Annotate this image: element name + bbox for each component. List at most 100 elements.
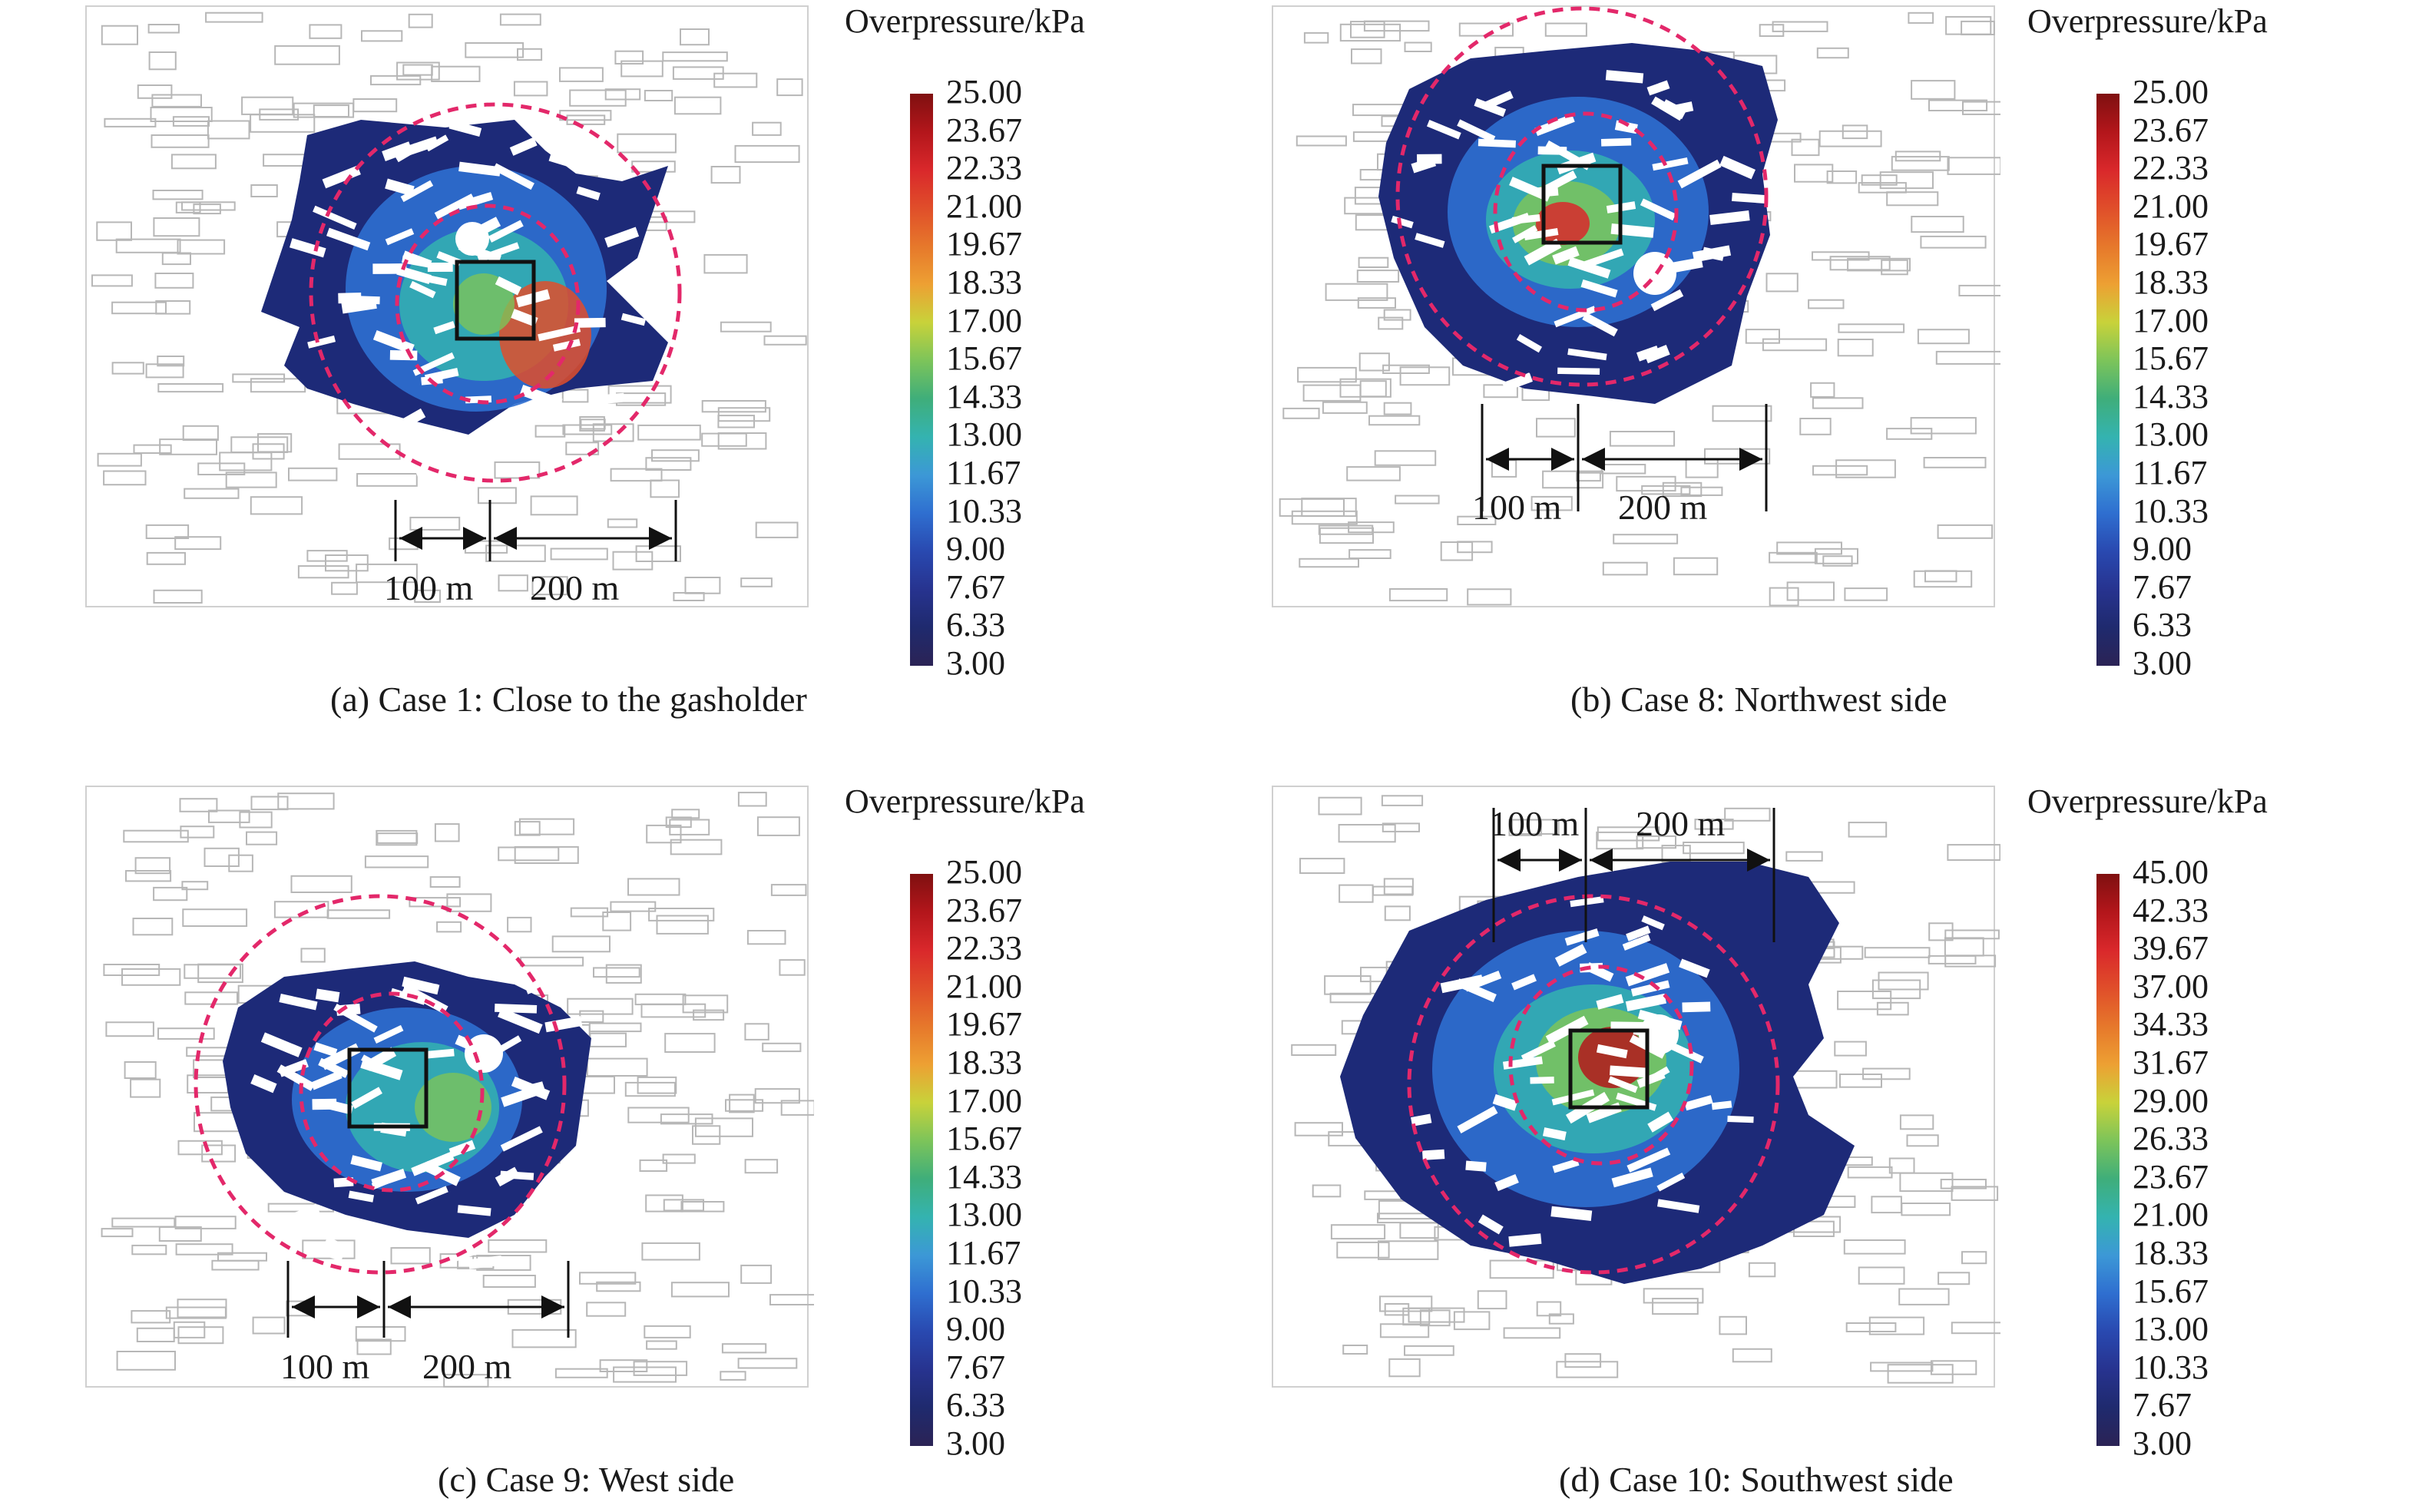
- building-block: [318, 1057, 349, 1078]
- building-outline: [725, 1099, 764, 1112]
- building-outline: [593, 967, 640, 978]
- building-block: [341, 298, 377, 314]
- building-outline: [1453, 1311, 1491, 1331]
- building-outline: [228, 854, 253, 872]
- building-outline: [134, 857, 171, 875]
- building-block: [1550, 1206, 1593, 1222]
- building-block: [1656, 1172, 1686, 1192]
- building-outline: [1297, 366, 1357, 383]
- building-block: [373, 1024, 404, 1044]
- building-block: [1651, 96, 1685, 121]
- building-outline: [517, 48, 543, 61]
- building-block: [312, 1098, 337, 1110]
- building-outline: [651, 449, 700, 462]
- building-outline: [566, 114, 606, 125]
- building-outline: [431, 65, 481, 82]
- building-block: [495, 276, 522, 296]
- map-b: 100 m 200 m: [1272, 5, 2000, 607]
- building-outline: [155, 300, 191, 315]
- building-outline: [211, 1259, 260, 1271]
- building-block: [1478, 1214, 1504, 1235]
- building-block: [313, 205, 357, 230]
- building-outline: [153, 886, 188, 902]
- building-block: [1557, 367, 1600, 375]
- building-outline: [1643, 1288, 1704, 1304]
- building-block: [402, 984, 448, 1014]
- building-outline: [1652, 1298, 1699, 1315]
- building-outline: [744, 1159, 779, 1174]
- building-outline: [1829, 256, 1891, 271]
- building-block: [1426, 120, 1461, 140]
- building-outline: [1299, 858, 1345, 874]
- building-outline: [1616, 475, 1676, 492]
- building-outline: [1937, 524, 1994, 539]
- building-block: [402, 976, 440, 995]
- building-outline: [1947, 157, 2000, 175]
- building-block: [1709, 210, 1750, 226]
- building-outline: [1457, 541, 1493, 554]
- colorbar-tick-label: 31.67: [2133, 1044, 2209, 1081]
- building-outline: [91, 274, 133, 287]
- panel-b: 100 m 200 m Overpressure/kPa 25.00 23.67 2…: [1210, 0, 2419, 756]
- building-outline: [646, 824, 682, 844]
- building-outline: [1536, 418, 1576, 438]
- building-outline: [201, 1144, 237, 1163]
- building-outline: [1845, 1322, 1897, 1332]
- building-block: [492, 163, 534, 190]
- colorbar-tick-label: 14.33: [2133, 377, 2209, 415]
- building-outline: [1732, 1348, 1772, 1363]
- building-outline: [1847, 257, 1911, 272]
- building-outline: [1858, 1266, 1905, 1285]
- building-outline: [182, 908, 248, 927]
- building-outline: [273, 901, 329, 918]
- building-outline: [436, 921, 462, 933]
- panel-d: 100 m 200 m Overpressure/kPa 45.00 42.33 3…: [1210, 768, 2419, 1512]
- building-outline: [1876, 1001, 1909, 1016]
- building-outline: [1597, 826, 1660, 842]
- building-outline: [207, 120, 250, 140]
- building-outline: [692, 1125, 721, 1145]
- colorbar-tick-label: 17.00: [946, 1081, 1022, 1120]
- colorbar-tick-label: 3.00: [946, 644, 1005, 682]
- colorbar-tick-label: 3.00: [946, 1424, 1005, 1462]
- building-block: [1637, 1009, 1683, 1031]
- building-block: [348, 1190, 375, 1203]
- building-block: [1552, 246, 1580, 265]
- building-outline: [396, 61, 440, 81]
- building-outline: [1530, 495, 1573, 511]
- building-outline: [1322, 401, 1368, 414]
- building-outline: [409, 897, 462, 908]
- building-outline: [776, 78, 803, 97]
- building-block: [409, 280, 436, 299]
- building-outline: [1785, 851, 1823, 862]
- colorbar-b: [2096, 94, 2120, 666]
- building-outline: [1279, 498, 1345, 517]
- building-outline: [151, 134, 210, 148]
- colorbar-tick-label: 6.33: [2133, 606, 2192, 644]
- building-block: [1545, 1015, 1589, 1045]
- building-outline: [1359, 380, 1387, 398]
- building-outline: [1542, 470, 1604, 489]
- building-outline: [153, 589, 203, 604]
- building-outline: [179, 798, 218, 812]
- building-outline: [356, 563, 418, 584]
- building-outline: [1368, 415, 1421, 426]
- building-block: [1719, 155, 1756, 180]
- building-block: [453, 1245, 486, 1262]
- building-outline: [1772, 21, 1828, 32]
- building-outline: [1358, 256, 1389, 269]
- building-block: [548, 151, 594, 174]
- building-outline: [1870, 1361, 1934, 1372]
- building-outline: [1379, 1323, 1430, 1338]
- building-outline: [300, 948, 326, 963]
- building-outline: [1899, 1172, 1954, 1193]
- building-outline: [361, 30, 403, 42]
- building-block: [1643, 344, 1670, 364]
- building-outline: [1544, 22, 1587, 37]
- building-outline: [656, 915, 709, 935]
- building-outline: [596, 1281, 641, 1292]
- building-block: [500, 1170, 534, 1180]
- scale-label-100-a: 100 m: [384, 568, 474, 607]
- building-block: [315, 988, 340, 1003]
- building-block: [433, 320, 455, 335]
